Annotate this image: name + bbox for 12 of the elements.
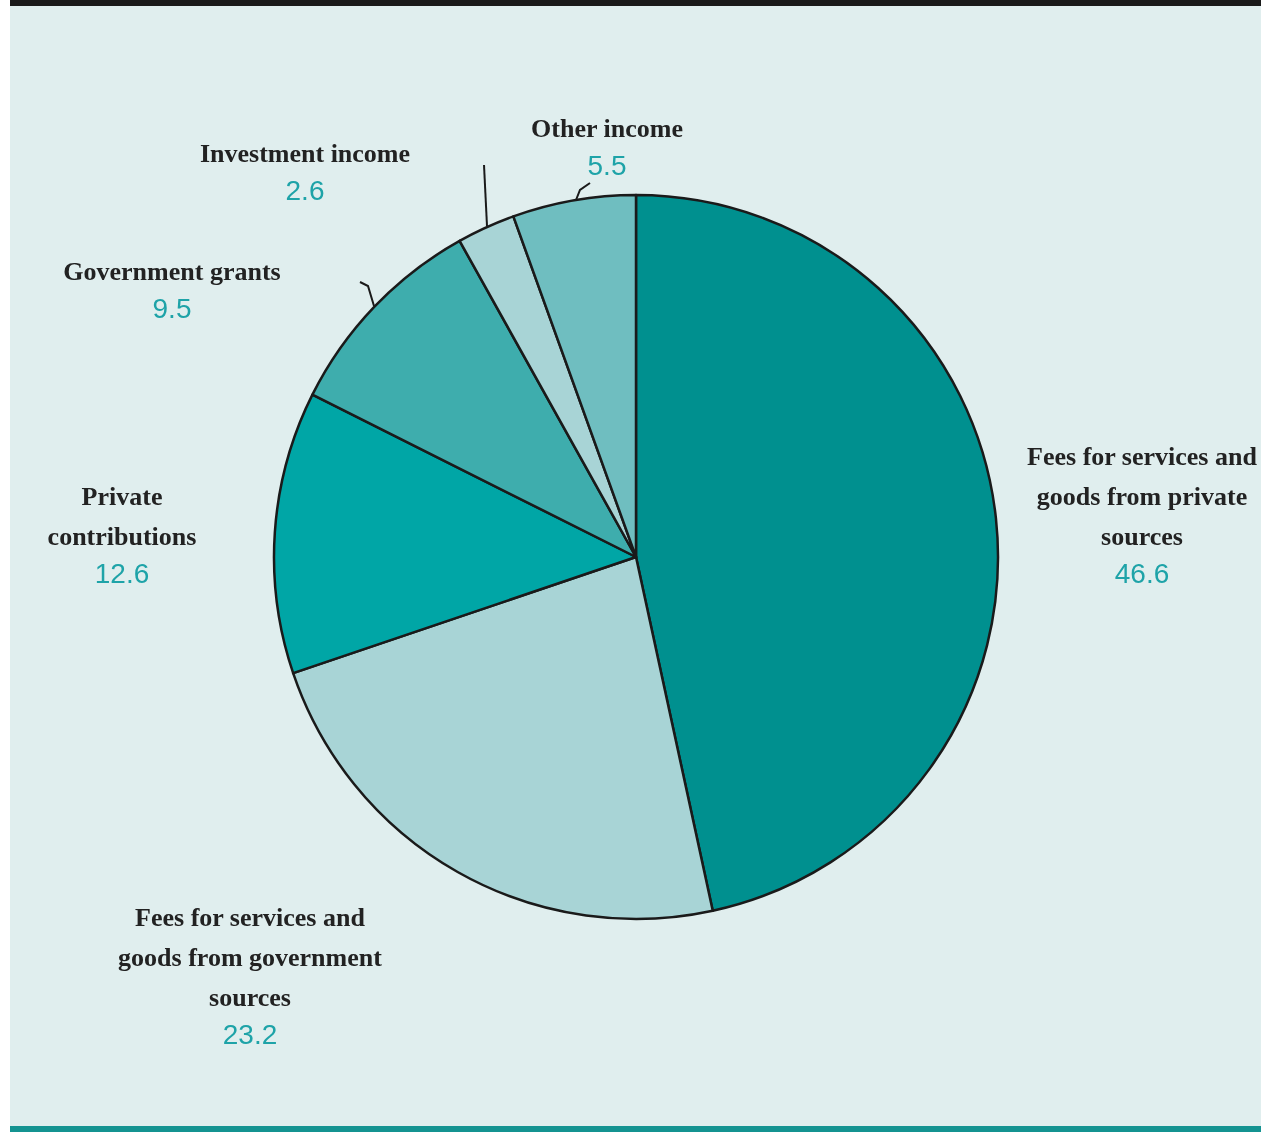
data-label: 12.6 xyxy=(94,558,150,589)
data-label: 46.6 xyxy=(1114,558,1170,589)
data-label: 5.5 xyxy=(587,150,627,181)
slice-label: Other income xyxy=(531,114,683,143)
data-label: 9.5 xyxy=(152,293,192,324)
slice-label: Fees for services and goods from private sources xyxy=(1027,442,1258,551)
data-label: 2.6 xyxy=(285,175,325,206)
data-label: 23.2 xyxy=(222,1019,278,1050)
slice-label: Private contributions xyxy=(47,482,197,551)
slice-label: Investment income xyxy=(199,139,411,168)
slice-label: Government grants xyxy=(63,257,281,286)
slice-label: Fees for services and goods from government sources xyxy=(118,903,383,1012)
